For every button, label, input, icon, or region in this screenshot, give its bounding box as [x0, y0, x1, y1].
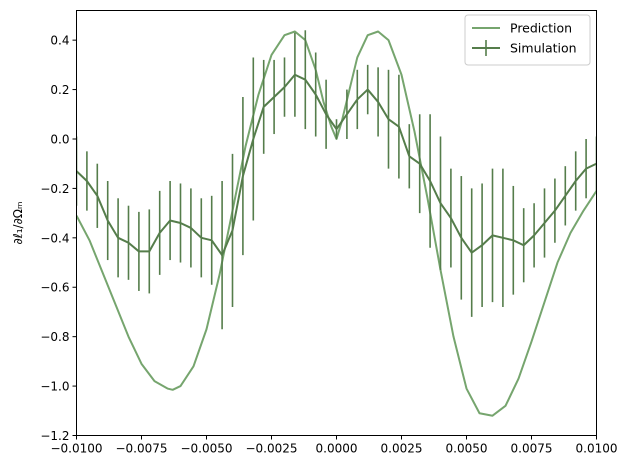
x-tick-label: 0.0000	[316, 442, 358, 456]
y-tick-label: 0.0	[50, 132, 69, 146]
y-tick-label: −1.2	[40, 429, 69, 443]
x-tick-label: 0.0025	[381, 442, 423, 456]
y-tick-label: −1.0	[40, 380, 69, 394]
x-tick-label: 0.0100	[576, 442, 618, 456]
y-tick-label: 0.4	[50, 34, 69, 48]
y-tick-label: −0.4	[40, 231, 69, 245]
legend-label-simulation: Simulation	[510, 41, 577, 56]
prediction-line	[76, 30, 597, 417]
y-tick-label: 0.2	[50, 83, 69, 97]
x-tick-label: −0.0050	[180, 442, 232, 456]
x-tick-label: −0.0100	[50, 442, 102, 456]
legend: Prediction Simulation	[464, 14, 591, 66]
y-tick-label: −0.8	[40, 330, 69, 344]
x-tick-label: −0.0075	[115, 442, 167, 456]
x-tick-label: 0.0050	[446, 442, 488, 456]
x-tick-label: −0.0025	[245, 442, 297, 456]
simulation-line	[76, 73, 597, 257]
legend-label-prediction: Prediction	[510, 21, 572, 36]
y-axis-label: ∂ℓ₁/∂Ωₘ	[11, 202, 25, 245]
y-tick-label: −0.2	[40, 182, 69, 196]
plot-area	[76, 30, 597, 417]
x-tick-label: 0.0075	[511, 442, 553, 456]
plot-frame	[76, 10, 597, 436]
y-tick-label: −0.6	[40, 281, 69, 295]
